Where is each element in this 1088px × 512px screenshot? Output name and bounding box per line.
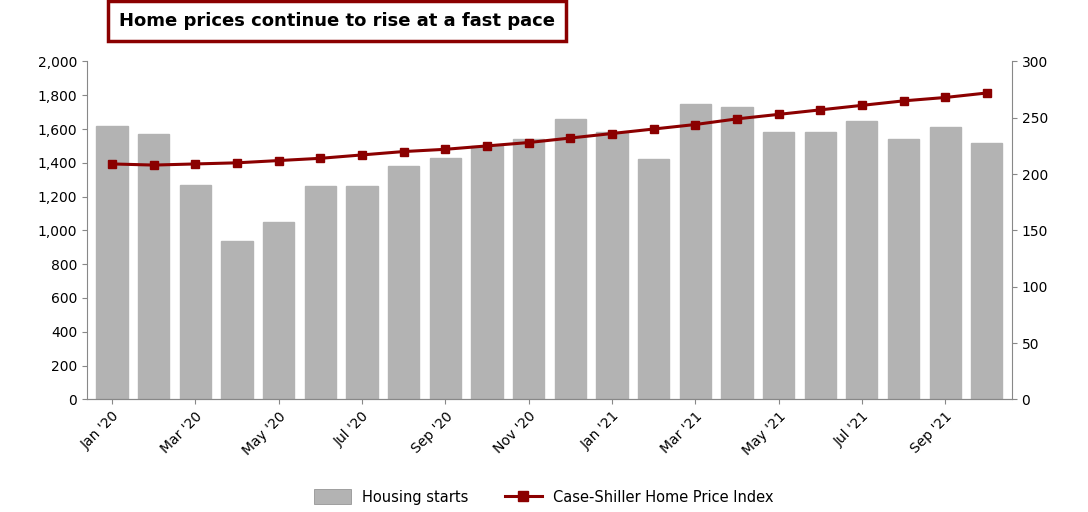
Bar (763, 133, 794, 399)
Bar (512, 139, 544, 399)
Bar (721, 107, 753, 399)
Bar (180, 185, 211, 399)
Bar (346, 186, 378, 399)
Bar (929, 127, 961, 399)
Bar (972, 142, 1002, 399)
Text: Home prices continue to rise at a fast pace: Home prices continue to rise at a fast p… (119, 12, 555, 30)
Bar (846, 121, 878, 399)
Bar (555, 119, 586, 399)
Bar (138, 134, 170, 399)
Bar (596, 133, 628, 399)
Bar (388, 166, 419, 399)
Bar (805, 133, 836, 399)
Bar (263, 222, 294, 399)
Bar (888, 139, 919, 399)
Bar (471, 146, 503, 399)
Bar (680, 103, 710, 399)
Bar (97, 125, 127, 399)
Legend: Housing starts, Case-Shiller Home Price Index: Housing starts, Case-Shiller Home Price … (314, 489, 774, 505)
Bar (221, 241, 252, 399)
Bar (638, 159, 669, 399)
Bar (430, 158, 461, 399)
Bar (305, 186, 336, 399)
